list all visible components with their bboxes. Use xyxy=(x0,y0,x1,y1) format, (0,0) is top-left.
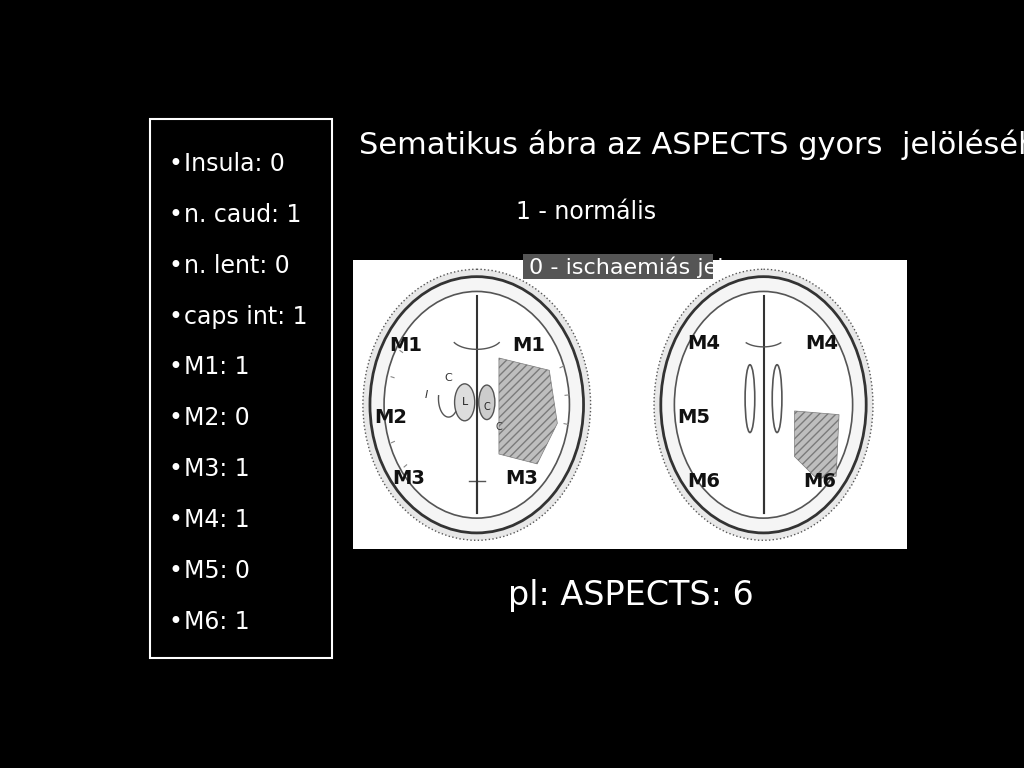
Text: •: • xyxy=(168,254,182,278)
Ellipse shape xyxy=(660,276,866,533)
Text: •: • xyxy=(168,508,182,532)
Text: M3: M3 xyxy=(392,469,425,488)
Text: 0 - ischaemiás jel: 0 - ischaemiás jel xyxy=(528,257,723,279)
Ellipse shape xyxy=(362,270,591,541)
Text: M4: 1: M4: 1 xyxy=(183,508,250,532)
Text: C: C xyxy=(496,422,503,432)
Ellipse shape xyxy=(654,270,873,541)
Text: Insula: 0: Insula: 0 xyxy=(183,152,285,176)
Text: C: C xyxy=(444,372,453,382)
Text: n. lent: 0: n. lent: 0 xyxy=(183,254,290,278)
Text: C: C xyxy=(483,402,490,412)
Text: M6: 1: M6: 1 xyxy=(183,610,250,634)
Text: •: • xyxy=(168,356,182,379)
Text: caps int: 1: caps int: 1 xyxy=(183,305,307,329)
Ellipse shape xyxy=(745,365,755,432)
Text: •: • xyxy=(168,610,182,634)
Text: M1: M1 xyxy=(390,336,423,355)
Text: M6: M6 xyxy=(687,472,720,491)
Ellipse shape xyxy=(772,365,782,432)
Text: I: I xyxy=(425,390,428,400)
Text: •: • xyxy=(168,457,182,481)
Text: M5: M5 xyxy=(677,408,711,426)
Ellipse shape xyxy=(479,385,495,419)
Text: M2: M2 xyxy=(375,408,408,426)
Text: •: • xyxy=(168,406,182,430)
Polygon shape xyxy=(499,358,557,464)
Text: L: L xyxy=(462,397,468,407)
Text: •: • xyxy=(168,305,182,329)
FancyBboxPatch shape xyxy=(523,254,713,279)
Text: M4: M4 xyxy=(687,333,720,353)
Text: pl: ASPECTS: 6: pl: ASPECTS: 6 xyxy=(508,579,754,612)
Text: •: • xyxy=(168,203,182,227)
Text: M1: 1: M1: 1 xyxy=(183,356,249,379)
FancyBboxPatch shape xyxy=(352,260,907,549)
Text: M4: M4 xyxy=(805,333,838,353)
Text: M3: M3 xyxy=(506,469,539,488)
Text: Sematikus ábra az ASPECTS gyors  jelöléséhez: Sematikus ábra az ASPECTS gyors jelölésé… xyxy=(359,129,1024,160)
Polygon shape xyxy=(795,411,839,478)
Text: M1: M1 xyxy=(513,336,546,355)
Text: M5: 0: M5: 0 xyxy=(183,559,250,583)
FancyBboxPatch shape xyxy=(150,119,332,658)
Text: M6: M6 xyxy=(803,472,837,491)
Ellipse shape xyxy=(675,291,853,518)
Text: M3: 1: M3: 1 xyxy=(183,457,250,481)
Ellipse shape xyxy=(455,384,475,421)
Text: M2: 0: M2: 0 xyxy=(183,406,250,430)
Text: •: • xyxy=(168,559,182,583)
Ellipse shape xyxy=(370,276,584,533)
Text: 1 - normális: 1 - normális xyxy=(515,200,655,224)
Text: n. caud: 1: n. caud: 1 xyxy=(183,203,301,227)
Text: •: • xyxy=(168,152,182,176)
Ellipse shape xyxy=(384,291,569,518)
